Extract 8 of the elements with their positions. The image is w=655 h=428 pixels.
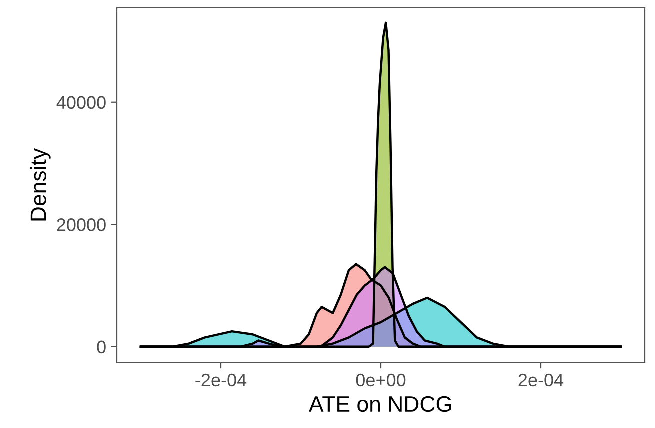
x-tick-label: -2e-04 [196,374,247,387]
y-tick-label: 40000 [56,96,106,110]
x-axis-title: ATE on NDCG [309,396,452,412]
y-tick-label: 20000 [57,218,106,232]
y-axis-title: Density [30,148,51,221]
x-tick-label: 0e+00 [356,374,406,387]
y-tick-label: 0 [97,340,106,354]
x-tick-label: 2e-04 [518,374,564,387]
